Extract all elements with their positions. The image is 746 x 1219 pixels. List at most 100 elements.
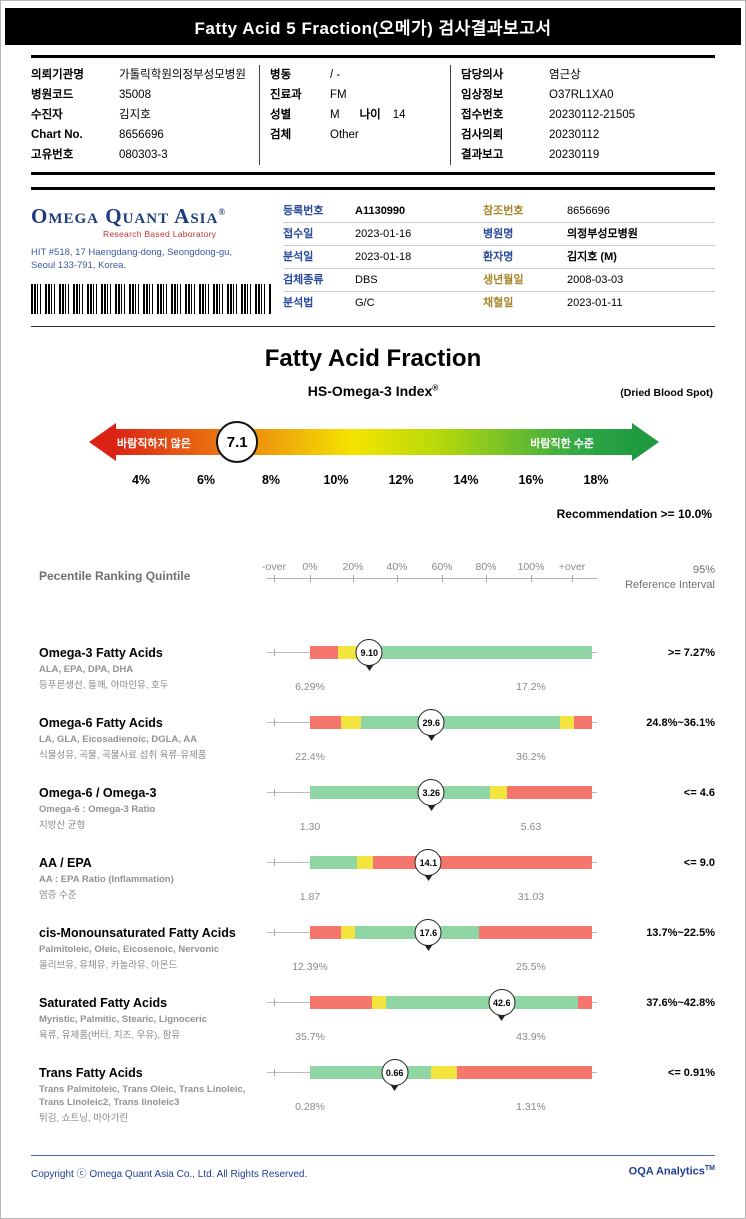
field-label: 검체종류 [283, 274, 324, 286]
field-label: 수진자 [31, 109, 63, 121]
quintile-bar [310, 996, 592, 1009]
undesirable-label: 바람직하지 않은 [117, 438, 191, 450]
bar-segment-red [310, 646, 339, 659]
patient-info-row: 검사의뢰 20230112 [461, 125, 715, 145]
row-labels: Trans Fatty Acids Trans Palmitoleic, Tra… [39, 1065, 267, 1135]
row-subtitle-en: Trans Palmitoleic, Trans Oleic, Trans Li… [39, 1084, 246, 1108]
axis-tick [274, 929, 275, 936]
recommendation-text: Recommendation >= 10.0% [556, 507, 712, 521]
row-subtitle-ko: 염증 수준 [39, 890, 77, 901]
lab-info-row: 접수일 2023-01-16 [283, 223, 483, 246]
patient-info-row: Chart No. 8656696 [31, 125, 259, 145]
fatty-acid-row: cis-Monounsaturated Fatty Acids Palmitol… [39, 919, 715, 995]
lab-info-row: 등록번호 A1130990 [283, 200, 483, 223]
field-value: 2008-03-03 [567, 274, 624, 286]
percentile-bar-area: 14.1 1.87 31.03 [267, 849, 607, 925]
patient-info-row: 결과보고 20230119 [461, 145, 715, 165]
bar-segment-red [479, 926, 592, 939]
range-low-label: 6.29% [295, 681, 325, 693]
axis-tick [274, 789, 275, 796]
index-scale-label: 10% [323, 473, 349, 487]
lab-info-row: 생년월일 2008-03-03 [483, 269, 715, 292]
field-label: 접수번호 [461, 109, 504, 121]
value-marker: 14.1 [414, 849, 442, 876]
quintile-bar [310, 646, 592, 659]
lab-info-row: 분석일 2023-01-18 [283, 246, 483, 269]
lab-info-row: 환자명 김지호 (M) [483, 246, 715, 269]
field-label: 병원명 [483, 228, 514, 240]
quintile-bar [310, 1066, 592, 1079]
axis-tick [274, 719, 275, 726]
value-marker: 0.66 [381, 1059, 409, 1086]
row-title: Omega-3 Fatty Acids [39, 646, 163, 660]
marker-value: 3.26 [422, 787, 441, 798]
ranking-header-title: Pecentile Ranking Quintile [39, 569, 191, 583]
value-marker: 9.10 [355, 639, 383, 666]
field-value: 35008 [119, 89, 151, 101]
axis-tick [531, 575, 532, 582]
reference-interval: 24.8%~36.1% [646, 717, 715, 729]
field-value: / - [330, 69, 341, 81]
patient-info-row: 병동 / - [270, 65, 450, 85]
row-labels: Omega-6 / Omega-3 Omega-6 : Omega-3 Rati… [39, 785, 267, 855]
patient-info-row: 수진자 김지호 [31, 105, 259, 125]
axis-tick [486, 575, 487, 582]
fatty-acid-row: Omega-6 Fatty Acids LA, GLA, Eicosadieno… [39, 709, 715, 785]
field-value: 의정부성모병원 [567, 228, 638, 240]
row-title: Omega-6 Fatty Acids [39, 716, 163, 730]
bar-segment-green [310, 1066, 432, 1079]
row-labels: Saturated Fatty Acids Myristic, Palmitic… [39, 995, 267, 1065]
logo-text: Omega Quant Asia [31, 204, 219, 228]
bar-segment-red [310, 716, 342, 729]
bar-segment-green [386, 996, 578, 1009]
registered-mark: ® [432, 383, 439, 393]
barcode [31, 284, 271, 314]
bar-segment-yellow [356, 856, 374, 869]
field-value: 2023-01-18 [355, 251, 412, 263]
row-subtitle-ko: 올리브유, 유채유, 카놀라유, 아몬드 [39, 960, 178, 971]
report-title-bar: Fatty Acid 5 Fraction(오메가) 검사결과보고서 [5, 8, 741, 45]
scale-axis [267, 578, 597, 579]
percentile-scale-label: 60% [431, 561, 453, 573]
range-high-label: 17.2% [516, 681, 546, 693]
row-labels: Omega-6 Fatty Acids LA, GLA, Eicosadieno… [39, 715, 267, 785]
lab-registration-table: 등록번호 A1130990 접수일 2023-01-16 분석일 2023-01… [283, 200, 483, 314]
field-value: 김지호 [119, 109, 151, 121]
lab-info-row: 채혈일 2023-01-11 [483, 292, 715, 314]
axis-tick [274, 859, 275, 866]
index-scale-label: 6% [196, 473, 216, 487]
row-subtitle-en: Palmitoleic, Oleic, Eicosenoic, Nervonic [39, 944, 220, 955]
bar-segment-red [310, 996, 373, 1009]
bar-segment-yellow [338, 646, 357, 659]
reference-interval: <= 4.6 [683, 787, 715, 799]
bar-segment-yellow [431, 1066, 457, 1079]
bar-segment-red [507, 786, 592, 799]
lab-address-line1: HIT #518, 17 Haengdang-dong, Seongdong-g… [31, 247, 233, 258]
field-label: 참조번호 [483, 205, 524, 217]
row-subtitle-ko: 등푸른생선, 들깨, 아마인유, 호두 [39, 680, 169, 691]
row-title: Trans Fatty Acids [39, 1066, 143, 1080]
patient-info-row: 병원코드 35008 [31, 85, 259, 105]
field-label: 환자명 [483, 251, 514, 263]
field-value: 080303-3 [119, 149, 168, 161]
patient-info-section: 의뢰기관명 가톨릭학원의정부성모병원 병원코드 35008 수진자 김지호 Ch… [31, 55, 715, 175]
laboratory-section: Omega Quant Asia® Research Based Laborat… [31, 187, 715, 327]
bar-segment-red [456, 1066, 592, 1079]
registered-mark: ® [218, 207, 227, 217]
percentile-ranking-section: Pecentile Ranking Quintile -over 0% 20% 40%… [39, 561, 715, 1135]
lab-info-row: 분석법 G/C [283, 292, 483, 314]
lab-address: HIT #518, 17 Haengdang-dong, Seongdong-g… [31, 246, 283, 272]
field-label: 성별 [270, 109, 292, 121]
fatty-acid-row: Omega-6 / Omega-3 Omega-6 : Omega-3 Rati… [39, 779, 715, 855]
laboratory-identity: Omega Quant Asia® Research Based Laborat… [31, 200, 283, 314]
index-scale-label: 14% [453, 473, 479, 487]
range-low-label: 1.30 [299, 821, 321, 833]
ranking-rows: Omega-3 Fatty Acids ALA, EPA, DPA, DHA 등… [39, 639, 715, 1135]
field-label: 진료과 [270, 89, 302, 101]
dried-blood-spot-label: (Dried Blood Spot) [620, 387, 713, 399]
field-label: 고유번호 [31, 149, 74, 161]
field-value: 가톨릭학원의정부성모병원 [119, 69, 246, 81]
bar-segment-yellow [372, 996, 387, 1009]
trademark-mark: TM [704, 1165, 715, 1172]
percentile-scale-label: 80% [475, 561, 497, 573]
